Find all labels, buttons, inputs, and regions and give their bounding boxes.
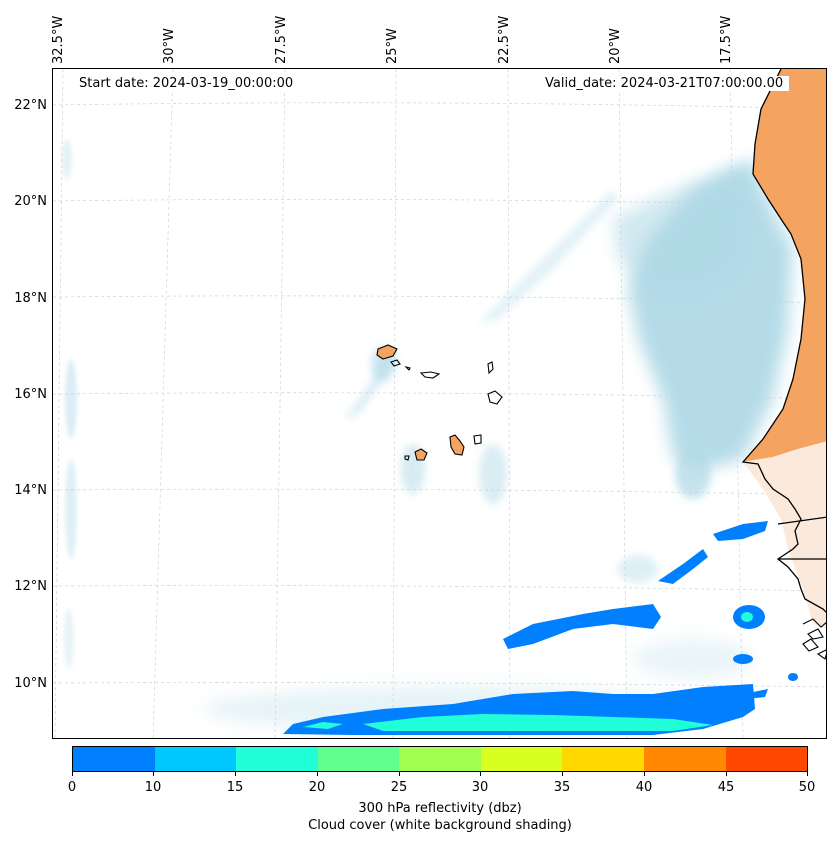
colorbar-tick	[72, 772, 73, 776]
lon-label-27-5w: 27.5°W	[274, 15, 289, 64]
colorbar-tick-label: 0	[67, 780, 77, 795]
lon-label-20w: 20°W	[608, 28, 623, 64]
cape-verde-islands	[376, 344, 503, 461]
lat-label-12n: 12°N	[14, 579, 47, 594]
colorbar-segment	[725, 747, 808, 771]
island-santo-antao	[376, 344, 398, 360]
colorbar-label: 300 hPa reflectivity (dbz)	[358, 801, 522, 816]
reflectivity-field	[283, 521, 798, 735]
graticule	[53, 69, 826, 738]
island-boa-vista	[487, 390, 503, 405]
colorbar-tick-label: 20	[308, 780, 326, 795]
colorbar-tick	[807, 772, 808, 776]
island-sao-nicolau	[419, 371, 441, 379]
island-sal	[487, 361, 494, 375]
colorbar-tick-label: 50	[798, 780, 816, 795]
land-africa-north	[743, 69, 826, 462]
colorbar-segment	[399, 747, 481, 771]
colorbar-sublabel: Cloud cover (white background shading)	[308, 818, 572, 833]
colorbar-tick	[317, 772, 318, 776]
colorbar-segment	[317, 747, 400, 771]
reflectivity-colorbar	[72, 746, 808, 772]
land-africa-south	[743, 441, 826, 629]
colorbar-tick	[562, 772, 563, 776]
colorbar-tick	[399, 772, 400, 776]
lon-label-22-5w: 22.5°W	[497, 15, 512, 64]
lat-label-22n: 22°N	[14, 98, 47, 113]
colorbar-tick	[480, 772, 481, 776]
colorbar-tick-label: 15	[226, 780, 244, 795]
colorbar-tick	[726, 772, 727, 776]
lon-label-17-5w: 17.5°W	[719, 15, 734, 64]
island-brava	[404, 455, 410, 461]
lat-label-16n: 16°N	[14, 387, 47, 402]
colorbar-tick	[153, 772, 154, 776]
island-sao-vicente	[390, 359, 401, 367]
start-date-label: Start date: 2024-03-19_00:00:00	[73, 76, 300, 91]
map-panel	[52, 68, 827, 739]
island-fogo	[414, 448, 428, 461]
colorbar-segment	[154, 747, 237, 771]
colorbar-tick-label: 45	[717, 780, 735, 795]
cloud-cover-shading	[62, 139, 793, 731]
colorbar-segment	[236, 747, 318, 771]
colorbar-tick	[235, 772, 236, 776]
map-canvas	[53, 69, 826, 738]
coastline	[741, 69, 826, 613]
africa-coast	[741, 69, 826, 660]
lat-label-20n: 20°N	[14, 194, 47, 209]
colorbar-segment	[643, 747, 726, 771]
island-santa-luzia	[404, 365, 411, 371]
valid-date-label: Valid_date: 2024-03-21T07:00:00.00	[539, 76, 790, 91]
colorbar-tick-label: 40	[635, 780, 653, 795]
colorbar-tick-label: 35	[553, 780, 571, 795]
island-maio	[473, 434, 482, 445]
colorbar-segment	[73, 747, 155, 771]
colorbar-tick-label: 30	[471, 780, 489, 795]
lon-label-32-5w: 32.5°W	[51, 15, 66, 64]
colorbar-tick	[644, 772, 645, 776]
colorbar-segment	[562, 747, 644, 771]
island-santiago	[449, 434, 465, 456]
colorbar-segment	[480, 747, 563, 771]
lon-label-25w: 25°W	[385, 28, 400, 64]
lat-label-10n: 10°N	[14, 676, 47, 691]
colorbar-tick-label: 10	[144, 780, 162, 795]
colorbar-tick-label: 25	[390, 780, 408, 795]
lon-label-30w: 30°W	[162, 28, 177, 64]
reflectivity-streak-mid	[503, 604, 661, 649]
lat-label-14n: 14°N	[14, 483, 47, 498]
lat-label-18n: 18°N	[14, 291, 47, 306]
